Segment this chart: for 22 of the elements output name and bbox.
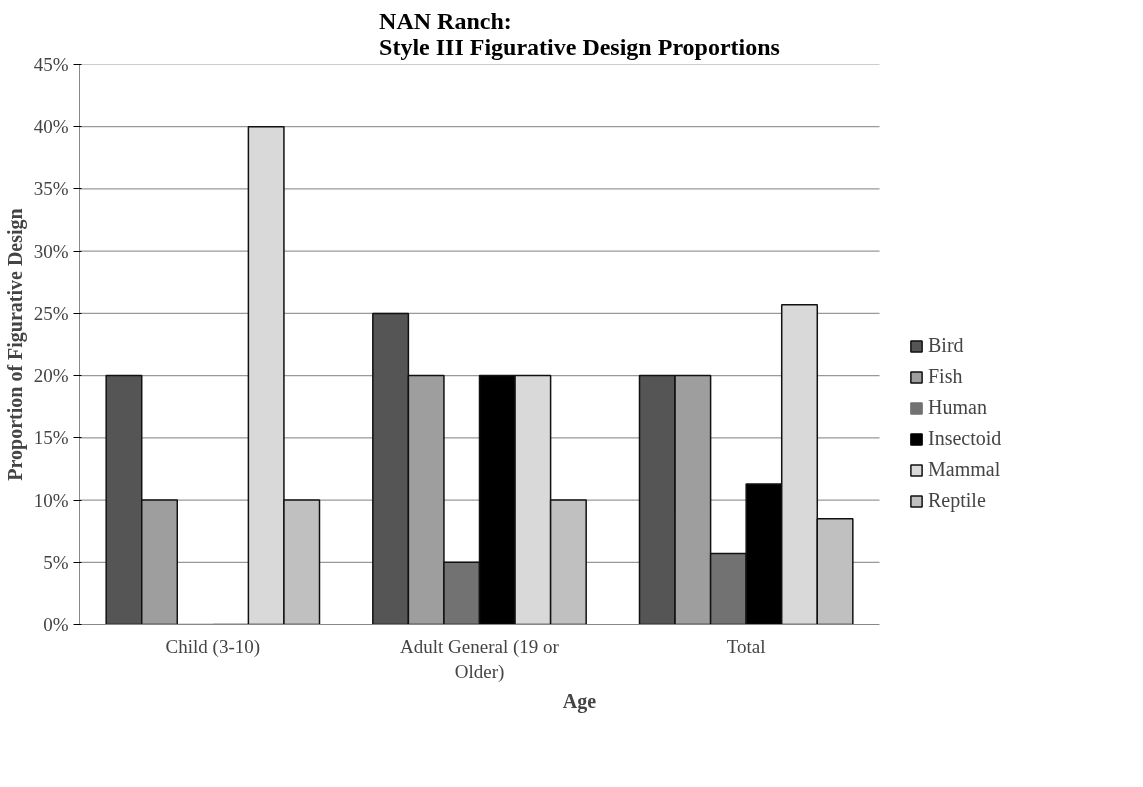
x-tick-label: Child (3-10)	[165, 635, 261, 658]
y-tick-label: 5%	[43, 551, 69, 573]
y-tick-label: 40%	[33, 116, 69, 138]
legend-label: Fish	[928, 365, 963, 388]
chart-title: NAN Ranch: Style III Figurative Design Proportions	[379, 7, 780, 60]
y-tick-label: 15%	[33, 427, 69, 449]
y-tick-label: 45%	[33, 54, 69, 75]
x-tick-label: Total	[726, 635, 766, 657]
legend-label: Mammal	[928, 458, 1001, 481]
x-axis-title: Age	[562, 689, 597, 713]
y-axis-title: Proportion of Figurative Design	[3, 208, 27, 481]
y-tick-label: 10%	[33, 489, 69, 511]
y-tick-label: 35%	[33, 178, 69, 200]
legend-label: Reptile	[928, 489, 986, 512]
legend-label: Bird	[928, 334, 964, 357]
y-tick-label: 30%	[33, 240, 69, 262]
y-tick-label: 0%	[43, 614, 69, 635]
x-tick-label: Adult General (19 or Older)	[400, 635, 560, 683]
legend-label: Insectoid	[928, 427, 1002, 450]
y-tick-label: 25%	[33, 302, 69, 324]
y-tick-label: 20%	[33, 365, 69, 387]
legend-label: Human	[928, 396, 987, 419]
